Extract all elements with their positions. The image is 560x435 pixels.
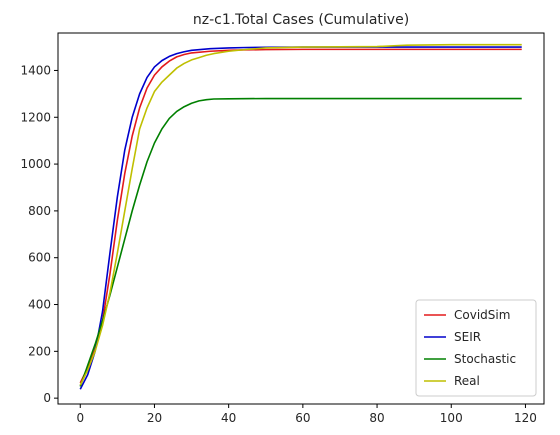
y-tick-label: 800 bbox=[28, 204, 51, 218]
legend-label-real: Real bbox=[454, 374, 480, 388]
y-tick-label: 400 bbox=[28, 298, 51, 312]
series-line-covidsim bbox=[79, 48, 522, 384]
legend-label-stochastic: Stochastic bbox=[454, 352, 516, 366]
y-tick-label: 1400 bbox=[20, 63, 51, 77]
y-axis: 0 200 400 600 800 1000 1200 1400 bbox=[20, 63, 58, 405]
legend: CovidSim SEIR Stochastic Real bbox=[415, 299, 537, 397]
x-tick-label: 0 bbox=[76, 411, 84, 425]
legend-box bbox=[415, 299, 537, 397]
plot-frame bbox=[57, 32, 545, 405]
x-tick-label: 120 bbox=[514, 411, 537, 425]
chart-title: nz-c1.Total Cases (Cumulative) bbox=[193, 12, 409, 28]
series-line-real bbox=[79, 43, 522, 386]
plot-area bbox=[57, 32, 545, 405]
x-tick-label: 80 bbox=[369, 411, 384, 425]
x-axis: 0 20 40 60 80 100 120 bbox=[76, 404, 537, 425]
x-tick-label: 20 bbox=[147, 411, 162, 425]
y-tick-label: 0 bbox=[43, 391, 51, 405]
x-tick-label: 100 bbox=[440, 411, 463, 425]
y-tick-label: 200 bbox=[28, 344, 51, 358]
legend-label-seir: SEIR bbox=[454, 330, 481, 344]
y-tick-label: 1200 bbox=[20, 110, 51, 124]
y-tick-label: 1000 bbox=[20, 157, 51, 171]
x-tick-label: 60 bbox=[295, 411, 310, 425]
legend-label-covidsim: CovidSim bbox=[454, 308, 510, 322]
x-tick-label: 40 bbox=[221, 411, 236, 425]
y-tick-label: 600 bbox=[28, 251, 51, 265]
